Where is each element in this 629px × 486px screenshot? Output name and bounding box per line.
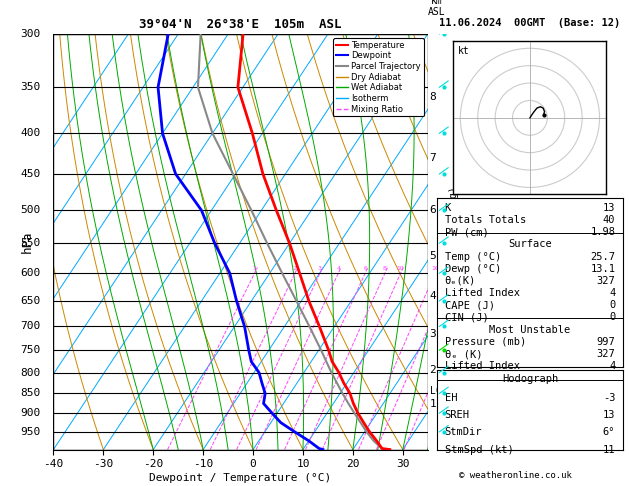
- Text: CIN (J): CIN (J): [445, 312, 488, 323]
- Text: 10: 10: [397, 266, 404, 271]
- Text: CIN (J): CIN (J): [445, 385, 488, 396]
- Text: 400: 400: [20, 128, 40, 139]
- Text: 3: 3: [430, 329, 437, 339]
- Title: 39°04'N  26°38'E  105m  ASL: 39°04'N 26°38'E 105m ASL: [140, 18, 342, 32]
- Text: 2: 2: [430, 365, 437, 375]
- Text: Mixing Ratio (g/kg): Mixing Ratio (g/kg): [449, 186, 459, 297]
- Text: 600: 600: [20, 268, 40, 278]
- Text: 16: 16: [431, 266, 438, 271]
- Text: 8: 8: [383, 266, 387, 271]
- Text: CAPE (J): CAPE (J): [445, 300, 494, 310]
- Text: 800: 800: [20, 367, 40, 378]
- Text: 950: 950: [20, 427, 40, 437]
- Text: 0: 0: [609, 300, 615, 310]
- Text: 4: 4: [337, 266, 340, 271]
- Text: 1: 1: [430, 399, 437, 409]
- Text: 1.98: 1.98: [590, 227, 615, 237]
- Text: θₑ(K): θₑ(K): [445, 276, 476, 286]
- Text: 4: 4: [609, 361, 615, 371]
- Text: 327: 327: [596, 276, 615, 286]
- Text: 8: 8: [430, 92, 437, 102]
- Text: θₑ (K): θₑ (K): [445, 349, 482, 359]
- Text: © weatheronline.co.uk: © weatheronline.co.uk: [459, 471, 572, 480]
- Text: 4: 4: [430, 291, 437, 300]
- Text: 350: 350: [20, 82, 40, 92]
- Text: 4: 4: [609, 288, 615, 298]
- Text: 1: 1: [252, 266, 257, 271]
- Text: 0: 0: [609, 385, 615, 396]
- Text: 900: 900: [20, 408, 40, 418]
- Text: 11: 11: [603, 445, 615, 455]
- Text: 6°: 6°: [603, 427, 615, 437]
- Text: K: K: [445, 203, 451, 213]
- Text: -3: -3: [603, 393, 615, 402]
- Text: hPa: hPa: [21, 230, 34, 253]
- Text: 6: 6: [363, 266, 367, 271]
- Legend: Temperature, Dewpoint, Parcel Trajectory, Dry Adiabat, Wet Adiabat, Isotherm, Mi: Temperature, Dewpoint, Parcel Trajectory…: [333, 38, 423, 116]
- Text: Totals Totals: Totals Totals: [445, 215, 526, 225]
- Text: 650: 650: [20, 296, 40, 306]
- Text: 327: 327: [596, 349, 615, 359]
- Text: 0: 0: [609, 312, 615, 323]
- Text: 3: 3: [318, 266, 322, 271]
- Text: 13.1: 13.1: [590, 264, 615, 274]
- Text: 5: 5: [430, 251, 437, 260]
- Text: 500: 500: [20, 205, 40, 215]
- Text: 40: 40: [603, 215, 615, 225]
- Text: 450: 450: [20, 169, 40, 179]
- Text: EH: EH: [445, 393, 457, 402]
- Text: Lifted Index: Lifted Index: [445, 288, 520, 298]
- Text: Pressure (mb): Pressure (mb): [445, 337, 526, 347]
- Text: Most Unstable: Most Unstable: [489, 325, 571, 335]
- Text: 25.7: 25.7: [590, 252, 615, 261]
- Text: SREH: SREH: [445, 410, 470, 420]
- Text: Temp (°C): Temp (°C): [445, 252, 501, 261]
- Text: StmDir: StmDir: [445, 427, 482, 437]
- Text: PW (cm): PW (cm): [445, 227, 488, 237]
- Text: kt: kt: [458, 46, 470, 56]
- Text: LCL: LCL: [430, 386, 447, 397]
- Text: 13: 13: [603, 410, 615, 420]
- X-axis label: Dewpoint / Temperature (°C): Dewpoint / Temperature (°C): [150, 473, 331, 484]
- Text: 750: 750: [20, 345, 40, 355]
- Text: 6: 6: [430, 205, 437, 215]
- Text: 11.06.2024  00GMT  (Base: 12): 11.06.2024 00GMT (Base: 12): [439, 18, 621, 28]
- Text: 7: 7: [430, 153, 437, 163]
- Text: Hodograph: Hodograph: [502, 374, 558, 384]
- Text: 2: 2: [293, 266, 297, 271]
- Text: Dewp (°C): Dewp (°C): [445, 264, 501, 274]
- Text: 300: 300: [20, 29, 40, 39]
- Text: Lifted Index: Lifted Index: [445, 361, 520, 371]
- Text: CAPE (J): CAPE (J): [445, 373, 494, 383]
- Text: StmSpd (kt): StmSpd (kt): [445, 445, 513, 455]
- Text: 550: 550: [20, 238, 40, 248]
- Text: km
ASL: km ASL: [428, 0, 446, 17]
- Text: 13: 13: [603, 203, 615, 213]
- Text: 0: 0: [609, 373, 615, 383]
- Text: 997: 997: [596, 337, 615, 347]
- Text: 700: 700: [20, 321, 40, 331]
- Text: Surface: Surface: [508, 240, 552, 249]
- Text: 850: 850: [20, 388, 40, 399]
